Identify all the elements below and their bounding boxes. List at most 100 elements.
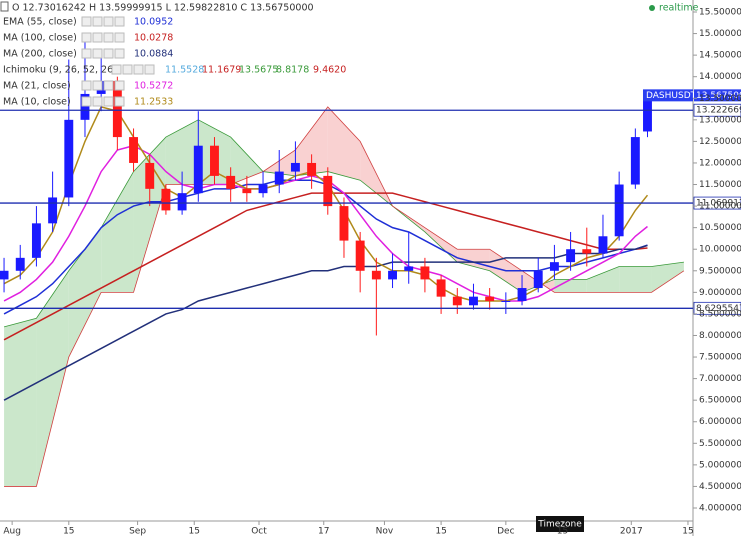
legend-value: 11.1679 — [202, 65, 241, 76]
legend-icon[interactable] — [103, 48, 114, 59]
candle-body — [420, 266, 430, 280]
x-tick-label: 2017 — [620, 527, 643, 536]
candle-body — [436, 279, 446, 297]
legend-icon[interactable] — [81, 16, 92, 27]
candle-body — [566, 249, 576, 263]
candle-body — [501, 300, 511, 302]
candle-body — [290, 162, 300, 172]
candle-body — [469, 296, 478, 306]
y-tick-label: 13.0000000 — [699, 115, 741, 125]
legend-icon[interactable] — [103, 32, 114, 43]
cloud-segment — [295, 106, 328, 176]
legend-icon[interactable] — [133, 64, 144, 75]
realtime-dot — [649, 5, 655, 11]
legend-icon[interactable] — [144, 64, 155, 75]
candle-body — [630, 137, 640, 185]
x-tick-label: 15 — [682, 527, 693, 536]
legend-value: 9.4620 — [313, 65, 346, 76]
y-tick-label: 6.50000000 — [699, 396, 741, 406]
candle-body — [598, 236, 608, 254]
collapse-icon[interactable] — [0, 1, 9, 12]
candle-body — [31, 223, 41, 258]
ma-line — [3, 244, 648, 401]
y-tick-label: 12.5000000 — [699, 137, 741, 147]
y-tick-label: 5.00000000 — [699, 460, 741, 470]
legend-icon[interactable] — [92, 32, 103, 43]
cloud-segment — [327, 106, 361, 181]
level-label: 11.0699121 — [696, 199, 741, 209]
legend-icon[interactable] — [114, 32, 125, 43]
legend-icon[interactable] — [114, 48, 125, 59]
price-label: 13.5675000 — [696, 91, 741, 101]
x-tick-label: 15 — [63, 527, 74, 536]
cloud-segment — [424, 227, 458, 263]
legend-icon[interactable] — [114, 80, 125, 91]
y-tick-label: 10.0000000 — [699, 245, 741, 255]
legend-icon[interactable] — [122, 64, 133, 75]
legend-value: 10.0278 — [134, 33, 173, 44]
y-tick-label: 5.50000000 — [699, 439, 741, 449]
legend-icon[interactable] — [92, 16, 103, 27]
cloud-segment — [4, 318, 37, 487]
candle-body — [177, 193, 187, 211]
legend-icon[interactable] — [81, 80, 92, 91]
y-tick-label: 8.50000000 — [699, 309, 741, 319]
cloud-segment — [230, 137, 264, 185]
legend-value: 11.2533 — [134, 97, 173, 108]
y-tick-label: 15.5000000 — [699, 8, 741, 18]
y-tick-label: 15.0000000 — [699, 29, 741, 39]
legend-icon[interactable] — [111, 64, 122, 75]
x-tick-label: Aug — [3, 527, 21, 536]
cloud-segment — [651, 262, 684, 293]
legend-name: MA (200, close) — [3, 49, 77, 60]
price-tag — [694, 89, 741, 102]
legend-name: MA (100, close) — [3, 33, 77, 44]
realtime-label: realtime — [659, 3, 699, 14]
y-tick-label: 11.5000000 — [699, 180, 741, 190]
legend-icon[interactable] — [103, 16, 114, 27]
y-tick-label: 6.00000000 — [699, 417, 741, 427]
candle-body — [145, 162, 155, 189]
legend-value: 10.0884 — [134, 49, 173, 60]
candle-body — [582, 249, 592, 254]
candle-body — [15, 257, 25, 271]
y-tick-label: 9.50000000 — [699, 266, 741, 276]
legend-icon[interactable] — [103, 96, 114, 107]
candle-body — [549, 262, 559, 271]
legend-icon[interactable] — [92, 96, 103, 107]
level-label: 8.62955474 — [696, 304, 741, 314]
timezone-box[interactable] — [536, 516, 584, 532]
legend-icon[interactable] — [92, 48, 103, 59]
candle-body — [614, 184, 624, 237]
level-tag — [693, 103, 741, 117]
candle-body — [371, 270, 381, 280]
y-tick-label: 7.50000000 — [699, 353, 741, 363]
y-tick-label: 4.50000000 — [699, 482, 741, 492]
timezone-label: Timezone — [537, 520, 582, 530]
legend-icon[interactable] — [114, 16, 125, 27]
candle-body — [485, 296, 495, 301]
candle-body — [161, 188, 171, 211]
legend-name: EMA (55, close) — [3, 17, 77, 28]
x-tick-label: Sep — [129, 527, 146, 536]
legend-value: 8.8178 — [276, 65, 309, 76]
cloud-segment — [554, 279, 587, 293]
legend-icon[interactable] — [103, 80, 114, 91]
y-tick-label: 14.0000000 — [699, 72, 741, 82]
legend-icon[interactable] — [81, 48, 92, 59]
legend-icon[interactable] — [81, 96, 92, 107]
legend-icon[interactable] — [114, 96, 125, 107]
candle-body — [0, 270, 9, 280]
y-tick-label: 9.00000000 — [699, 288, 741, 298]
candle-body — [64, 119, 74, 198]
x-tick-label: 15 — [435, 527, 446, 536]
legend-icon[interactable] — [81, 32, 92, 43]
legend-value: 10.5272 — [134, 81, 173, 92]
cloud-segment — [68, 227, 102, 358]
candle-body — [404, 266, 414, 271]
symbol-label: DASHUSDT — [646, 91, 697, 101]
level-tag — [693, 196, 741, 210]
legend-icon[interactable] — [92, 80, 103, 91]
candle-body — [452, 296, 462, 306]
candle-body — [80, 93, 90, 120]
